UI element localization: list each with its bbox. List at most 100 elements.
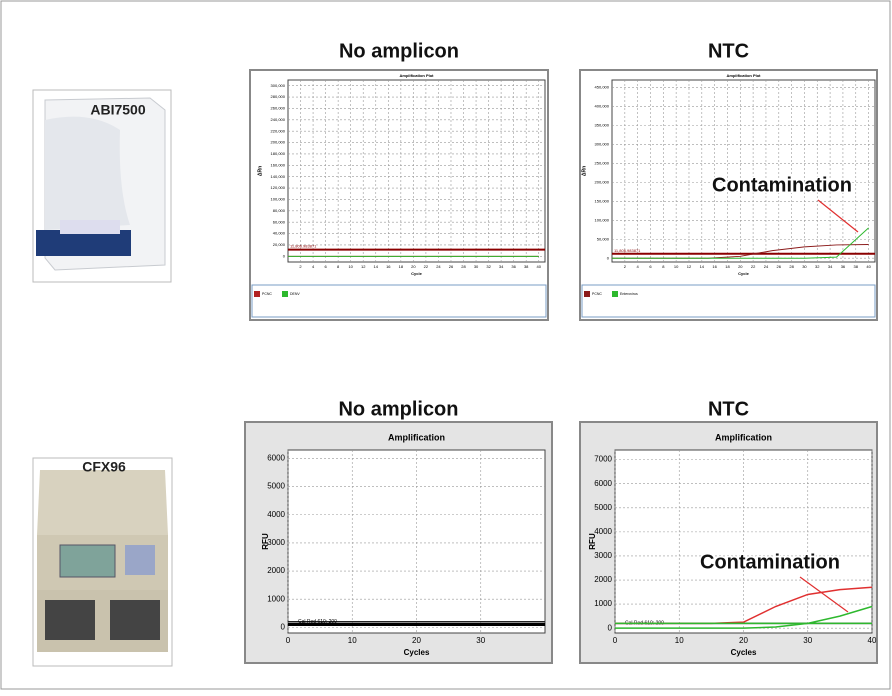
y-tick-label: 40,000 xyxy=(273,231,286,236)
device-photo xyxy=(32,89,172,283)
x-tick-label: 16 xyxy=(712,264,717,269)
y-tick-label: 0 xyxy=(281,622,286,631)
x-tick-label: 28 xyxy=(789,264,794,269)
chart-title: Amplification Plot xyxy=(727,73,762,78)
x-tick-label: 22 xyxy=(751,264,756,269)
x-tick-label: 34 xyxy=(828,264,833,269)
x-axis-label: Cycles xyxy=(731,648,757,657)
legend-swatch xyxy=(612,291,618,297)
x-tick-label: 38 xyxy=(854,264,859,269)
legend-label: DENV xyxy=(290,292,300,296)
y-tick-label: 2000 xyxy=(594,575,612,584)
y-tick-label: 200,000 xyxy=(595,179,610,184)
annotation-arrow xyxy=(817,199,859,233)
x-tick-label: 26 xyxy=(777,264,782,269)
y-tick-label: 300,000 xyxy=(595,142,610,147)
chart-heading: NTC xyxy=(708,398,749,420)
y-tick-label: 1000 xyxy=(594,599,612,608)
x-tick-label: 32 xyxy=(815,264,820,269)
x-tick-label: 12 xyxy=(361,264,366,269)
x-tick-label: 16 xyxy=(386,264,391,269)
x-axis-label: Cycles xyxy=(404,648,430,657)
y-tick-label: 280,000 xyxy=(271,94,286,99)
x-tick-label: 2 xyxy=(624,264,627,269)
x-tick-label: 20 xyxy=(412,636,421,645)
x-tick-label: 30 xyxy=(474,264,479,269)
series-line xyxy=(615,605,873,629)
x-tick-label: 18 xyxy=(725,264,730,269)
y-axis-label: ΔRn xyxy=(257,166,263,176)
device-label: CFX96 xyxy=(82,459,126,475)
x-tick-label: 38 xyxy=(524,264,529,269)
y-tick-label: 150,000 xyxy=(595,198,610,203)
x-tick-label: 24 xyxy=(764,264,769,269)
x-tick-label: 32 xyxy=(486,264,491,269)
y-tick-label: 80,000 xyxy=(273,208,286,213)
x-axis-label: Cycle xyxy=(411,271,422,276)
y-axis-label: RFU xyxy=(588,533,597,550)
threshold-label: 11,806.983871 xyxy=(290,244,317,249)
plot-area xyxy=(614,449,873,634)
legend-swatch xyxy=(584,291,590,297)
x-tick-label: 22 xyxy=(424,264,429,269)
x-tick-label: 14 xyxy=(700,264,705,269)
legend-swatch xyxy=(254,291,260,297)
series-line xyxy=(612,227,869,259)
x-tick-label: 20 xyxy=(739,636,748,645)
x-tick-label: 6 xyxy=(324,264,327,269)
x-tick-label: 0 xyxy=(286,636,291,645)
x-tick-label: 30 xyxy=(476,636,485,645)
annotation: Contamination xyxy=(700,551,840,573)
chart-title: Amplification xyxy=(715,432,772,442)
annotation: Contamination xyxy=(712,174,852,196)
x-tick-label: 10 xyxy=(675,636,684,645)
y-tick-label: 100,000 xyxy=(595,217,610,222)
y-axis-label: ΔRn xyxy=(581,166,587,176)
x-tick-label: 10 xyxy=(348,264,353,269)
x-tick-label: 4 xyxy=(637,264,640,269)
legend-box xyxy=(251,284,547,318)
y-tick-label: 3000 xyxy=(594,551,612,560)
y-tick-label: 450,000 xyxy=(595,85,610,90)
x-tick-label: 20 xyxy=(738,264,743,269)
x-tick-label: 10 xyxy=(348,636,357,645)
threshold-label: Cal Red 610: 200 xyxy=(298,619,337,625)
y-tick-label: 1000 xyxy=(267,594,285,603)
y-tick-label: 6000 xyxy=(267,454,285,463)
y-tick-label: 2000 xyxy=(267,566,285,575)
x-tick-label: 40 xyxy=(866,264,871,269)
x-tick-label: 18 xyxy=(399,264,404,269)
x-tick-label: 4 xyxy=(312,264,315,269)
y-tick-label: 0 xyxy=(283,253,286,258)
y-tick-label: 350,000 xyxy=(595,123,610,128)
y-tick-label: 240,000 xyxy=(271,117,286,122)
x-tick-label: 10 xyxy=(674,264,679,269)
y-tick-label: 300,000 xyxy=(271,83,286,88)
y-tick-label: 4000 xyxy=(594,527,612,536)
legend-label: PCNC xyxy=(262,292,272,296)
y-tick-label: 180,000 xyxy=(271,151,286,156)
x-tick-label: 28 xyxy=(461,264,466,269)
y-tick-label: 20,000 xyxy=(273,242,286,247)
y-axis-label: RFU xyxy=(261,533,270,550)
y-tick-label: 4000 xyxy=(267,510,285,519)
chart-heading: No amplicon xyxy=(338,398,458,420)
y-tick-label: 200,000 xyxy=(271,140,286,145)
threshold-label: 11,806.983871 xyxy=(614,248,641,253)
plot-area xyxy=(611,79,876,263)
x-tick-label: 36 xyxy=(841,264,846,269)
plot-area xyxy=(287,79,546,263)
x-tick-label: 2 xyxy=(299,264,302,269)
x-tick-label: 34 xyxy=(499,264,504,269)
x-tick-label: 6 xyxy=(649,264,652,269)
x-tick-label: 24 xyxy=(436,264,441,269)
y-tick-label: 50,000 xyxy=(597,236,610,241)
legend-label: Enterovirus xyxy=(620,292,638,296)
x-tick-label: 30 xyxy=(802,264,807,269)
chart-title: Amplification xyxy=(388,432,445,442)
y-tick-label: 0 xyxy=(608,623,613,632)
x-tick-label: 8 xyxy=(662,264,665,269)
x-tick-label: 14 xyxy=(374,264,379,269)
